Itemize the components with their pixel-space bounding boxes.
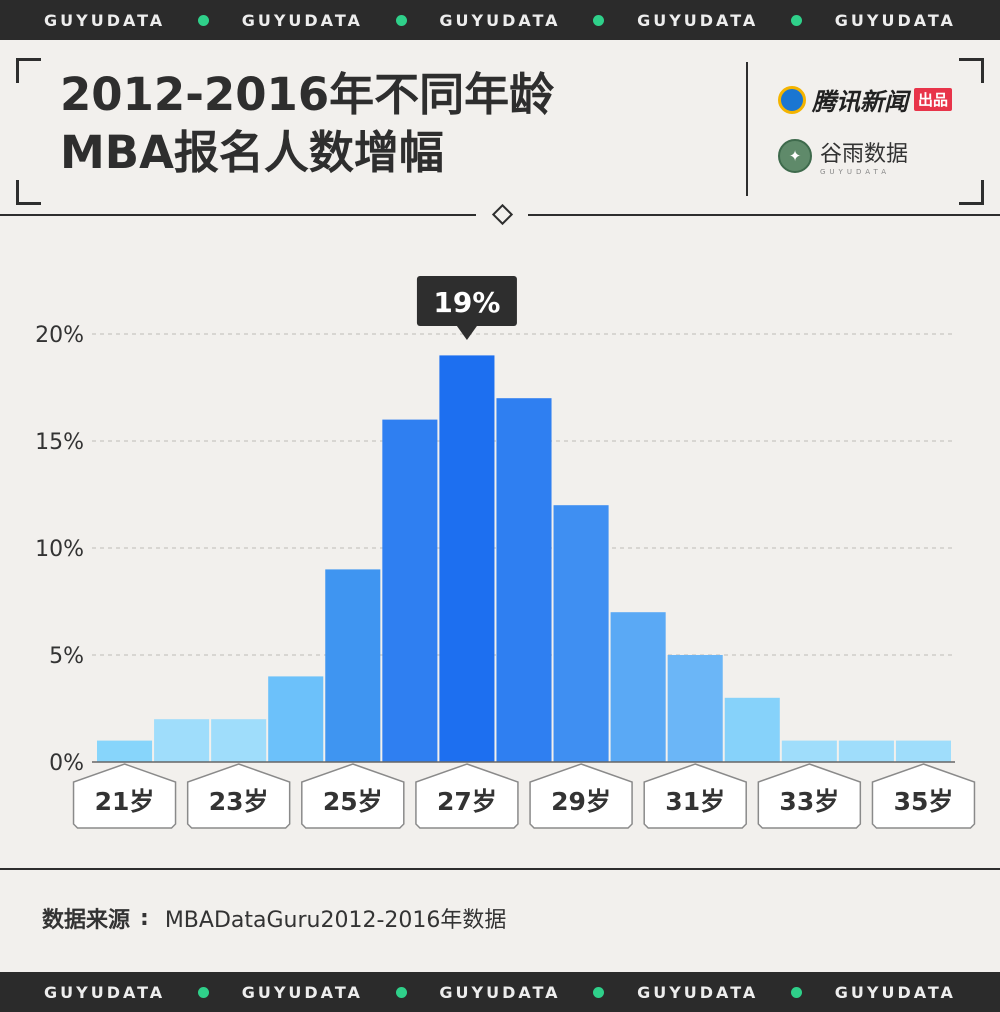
guyu-data-sub: GUYUDATA xyxy=(820,168,908,176)
band-text: GUYUDATA xyxy=(439,983,560,1002)
x-tick-label: 27岁 xyxy=(437,787,497,816)
y-tick-label: 15% xyxy=(35,430,84,455)
corner-bracket-icon xyxy=(959,180,984,205)
bar-23岁 xyxy=(211,719,266,762)
bar-21岁 xyxy=(97,741,152,762)
tencent-news-brand: 腾讯新闻 出品 xyxy=(778,82,952,117)
source-colon: : xyxy=(140,906,149,931)
guyu-data-brand: ✦ 谷雨数据 GUYUDATA xyxy=(778,136,908,176)
bird-logo-icon: ✦ xyxy=(778,139,812,173)
dot-icon xyxy=(593,15,604,26)
band-text: GUYUDATA xyxy=(637,11,758,30)
dot-icon xyxy=(396,15,407,26)
dot-icon xyxy=(396,987,407,998)
x-tick-label: 29岁 xyxy=(551,787,611,816)
band-text: GUYUDATA xyxy=(242,983,363,1002)
band-text: GUYUDATA xyxy=(242,11,363,30)
band-text: GUYUDATA xyxy=(44,983,165,1002)
band-text: GUYUDATA xyxy=(44,11,165,30)
band-text: GUYUDATA xyxy=(439,11,560,30)
y-tick-label: 10% xyxy=(35,537,84,562)
x-tick-label: 23岁 xyxy=(209,787,269,816)
page-title: 2012-2016年不同年龄 MBA报名人数增幅 xyxy=(60,66,700,182)
band-text: GUYUDATA xyxy=(835,11,956,30)
corner-bracket-icon xyxy=(16,180,41,205)
bar-34岁 xyxy=(839,741,894,762)
top-brand-band: GUYUDATA GUYUDATA GUYUDATA GUYUDATA GUYU… xyxy=(0,0,1000,40)
data-source: 数据来源 : MBADataGuru2012-2016年数据 xyxy=(42,902,506,934)
bar-28岁 xyxy=(496,398,551,762)
annotation-label: 19% xyxy=(433,286,500,319)
bar-32岁 xyxy=(725,698,780,762)
title-line-2: MBA报名人数增幅 xyxy=(60,124,700,182)
footer-rule xyxy=(0,868,1000,870)
band-text: GUYUDATA xyxy=(835,983,956,1002)
corner-bracket-icon xyxy=(959,58,984,83)
tencent-news-tag: 出品 xyxy=(914,88,952,111)
band-text: GUYUDATA xyxy=(637,983,758,1002)
bar-chart: 0% 5% 10% 15% 20% 21岁 23岁 25岁 27岁 29岁 31岁 33岁 35岁 19% xyxy=(0,216,1000,868)
content-card: 2012-2016年不同年龄 MBA报名人数增幅 腾讯新闻 出品 ✦ 谷雨数据 … xyxy=(0,40,1000,972)
y-tick-label: 20% xyxy=(35,323,84,348)
dot-icon xyxy=(791,15,802,26)
bar-26岁 xyxy=(382,420,437,762)
bar-27岁 xyxy=(439,355,494,762)
bar-35岁 xyxy=(896,741,951,762)
bar-29岁 xyxy=(554,505,609,762)
title-line-1: 2012-2016年不同年龄 xyxy=(60,66,700,124)
bottom-brand-band: GUYUDATA GUYUDATA GUYUDATA GUYUDATA GUYU… xyxy=(0,972,1000,1012)
guyu-data-name: 谷雨数据 xyxy=(820,136,908,168)
annotation-pointer xyxy=(457,326,477,340)
bar-33岁 xyxy=(782,741,837,762)
dot-icon xyxy=(198,987,209,998)
x-tick-label: 25岁 xyxy=(323,787,383,816)
bar-31岁 xyxy=(668,655,723,762)
x-tick-label: 35岁 xyxy=(894,787,954,816)
x-tick-label: 21岁 xyxy=(95,787,155,816)
bar-chart-svg: 0% 5% 10% 15% 20% 21岁 23岁 25岁 27岁 29岁 31岁 33岁 35岁 19% xyxy=(0,216,1000,868)
bar-22岁 xyxy=(154,719,209,762)
y-tick-label: 0% xyxy=(49,751,84,776)
y-tick-label: 5% xyxy=(49,644,84,669)
header-divider xyxy=(746,62,748,196)
source-text: MBADataGuru2012-2016年数据 xyxy=(165,902,507,934)
dot-icon xyxy=(593,987,604,998)
source-label: 数据来源 xyxy=(42,902,130,934)
header: 2012-2016年不同年龄 MBA报名人数增幅 腾讯新闻 出品 ✦ 谷雨数据 … xyxy=(0,40,1000,216)
bar-30岁 xyxy=(611,612,666,762)
x-tick-label: 33岁 xyxy=(779,787,839,816)
tencent-news-name: 腾讯新闻 xyxy=(812,82,908,117)
dot-icon xyxy=(198,15,209,26)
dot-icon xyxy=(791,987,802,998)
x-tick-label: 31岁 xyxy=(665,787,725,816)
bar-24岁 xyxy=(268,676,323,762)
tencent-news-logo-icon xyxy=(778,86,806,114)
corner-bracket-icon xyxy=(16,58,41,83)
bar-25岁 xyxy=(325,569,380,762)
